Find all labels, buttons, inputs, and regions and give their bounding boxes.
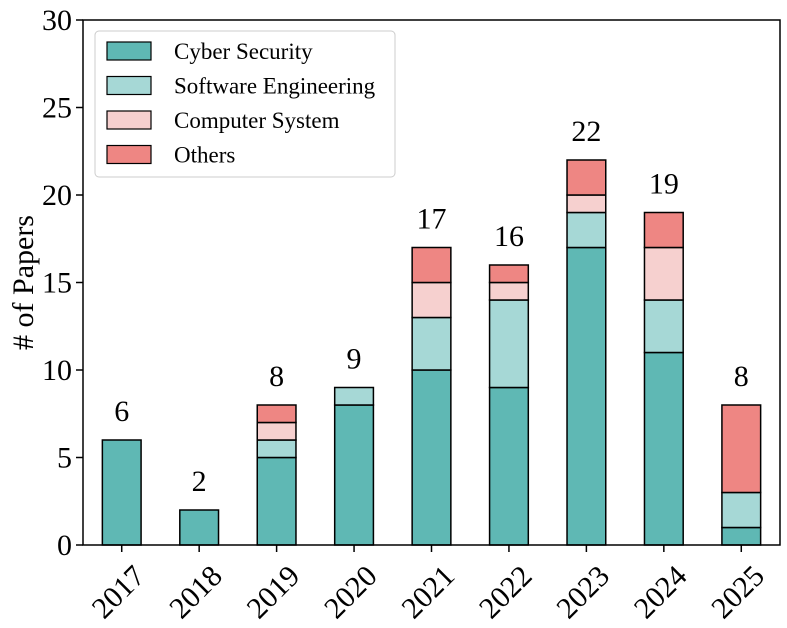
- bar-2024-series-3: [643, 211, 684, 249]
- bar-2025-series-3: [721, 404, 762, 494]
- x-tick-label-2025: 2025: [705, 559, 771, 625]
- total-label-2019: 8: [269, 360, 284, 393]
- x-tick-label-2023: 2023: [550, 559, 616, 625]
- legend-swatch-1: [106, 75, 152, 96]
- bar-2019-series-1: [256, 439, 297, 459]
- y-axis-title: # of Papers: [7, 215, 40, 350]
- bar-2021-series-0: [411, 369, 452, 546]
- total-label-2023: 22: [571, 115, 601, 148]
- legend-label-0: Cyber Security: [174, 39, 313, 64]
- y-tick-label-15: 15: [42, 267, 72, 300]
- y-tick-label-20: 20: [42, 179, 72, 212]
- y-tick-label-30: 30: [42, 4, 72, 37]
- labels-layer: 6 2 8 9 17 16 22 19 8: [114, 115, 749, 498]
- bar-2018-series-0: [179, 509, 220, 546]
- bar-2022-series-0: [488, 386, 530, 546]
- bar-2024-series-2: [643, 246, 684, 301]
- bar-2022-series-3: [488, 264, 530, 284]
- bar-2025-series-0: [721, 526, 762, 546]
- bars-layer: [101, 159, 762, 546]
- x-tick-label-2019: 2019: [241, 559, 307, 625]
- total-label-2020: 9: [347, 343, 362, 376]
- y-tick-label-25: 25: [42, 92, 72, 125]
- total-label-2022: 16: [494, 220, 524, 253]
- total-label-2024: 19: [649, 168, 679, 201]
- bar-2020-series-1: [333, 386, 375, 406]
- bar-2019-series-2: [256, 421, 297, 441]
- y-tick-label-5: 5: [57, 442, 72, 475]
- bar-2021-series-3: [411, 246, 452, 284]
- bar-2024-series-0: [643, 351, 684, 546]
- bar-2022-series-1: [488, 299, 530, 389]
- x-tick-label-2022: 2022: [473, 559, 539, 625]
- total-label-2025: 8: [734, 360, 749, 393]
- legend-box: [94, 30, 396, 178]
- legend-swatch-2: [106, 110, 152, 130]
- bar-2023-series-3: [566, 159, 607, 196]
- x-tick-label-2018: 2018: [163, 559, 229, 625]
- legend-label-2: Computer System: [174, 108, 340, 133]
- legend-label-3: Others: [174, 143, 235, 168]
- y-tick-label-10: 10: [42, 354, 72, 387]
- legend-swatch-0: [106, 41, 152, 61]
- x-tick-label-2021: 2021: [395, 559, 461, 625]
- x-tick-label-2020: 2020: [318, 559, 384, 625]
- legend: Cyber Security Software Engineering Comput…: [94, 30, 396, 178]
- legend-label-1: Software Engineering: [174, 74, 376, 99]
- bar-2022-series-2: [488, 281, 530, 301]
- bar-2025-series-1: [721, 491, 762, 529]
- bar-2019-series-3: [256, 404, 297, 424]
- y-tick-label-0: 0: [57, 529, 72, 562]
- bar-2021-series-2: [411, 281, 452, 319]
- bar-2023-series-0: [566, 246, 607, 546]
- bar-2023-series-2: [566, 194, 607, 214]
- total-label-2021: 17: [417, 203, 447, 236]
- total-label-2018: 2: [192, 465, 207, 498]
- bar-2021-series-1: [411, 316, 452, 371]
- total-label-2017: 6: [114, 395, 129, 428]
- x-tick-label-2017: 2017: [86, 559, 152, 625]
- bar-2024-series-1: [643, 299, 684, 354]
- bar-2017-series-0: [101, 439, 142, 546]
- bar-2023-series-1: [566, 211, 607, 249]
- x-tick-label-2024: 2024: [628, 559, 694, 625]
- bar-2019-series-0: [256, 456, 297, 546]
- bar-2020-series-0: [333, 404, 375, 546]
- legend-swatch-3: [106, 144, 152, 165]
